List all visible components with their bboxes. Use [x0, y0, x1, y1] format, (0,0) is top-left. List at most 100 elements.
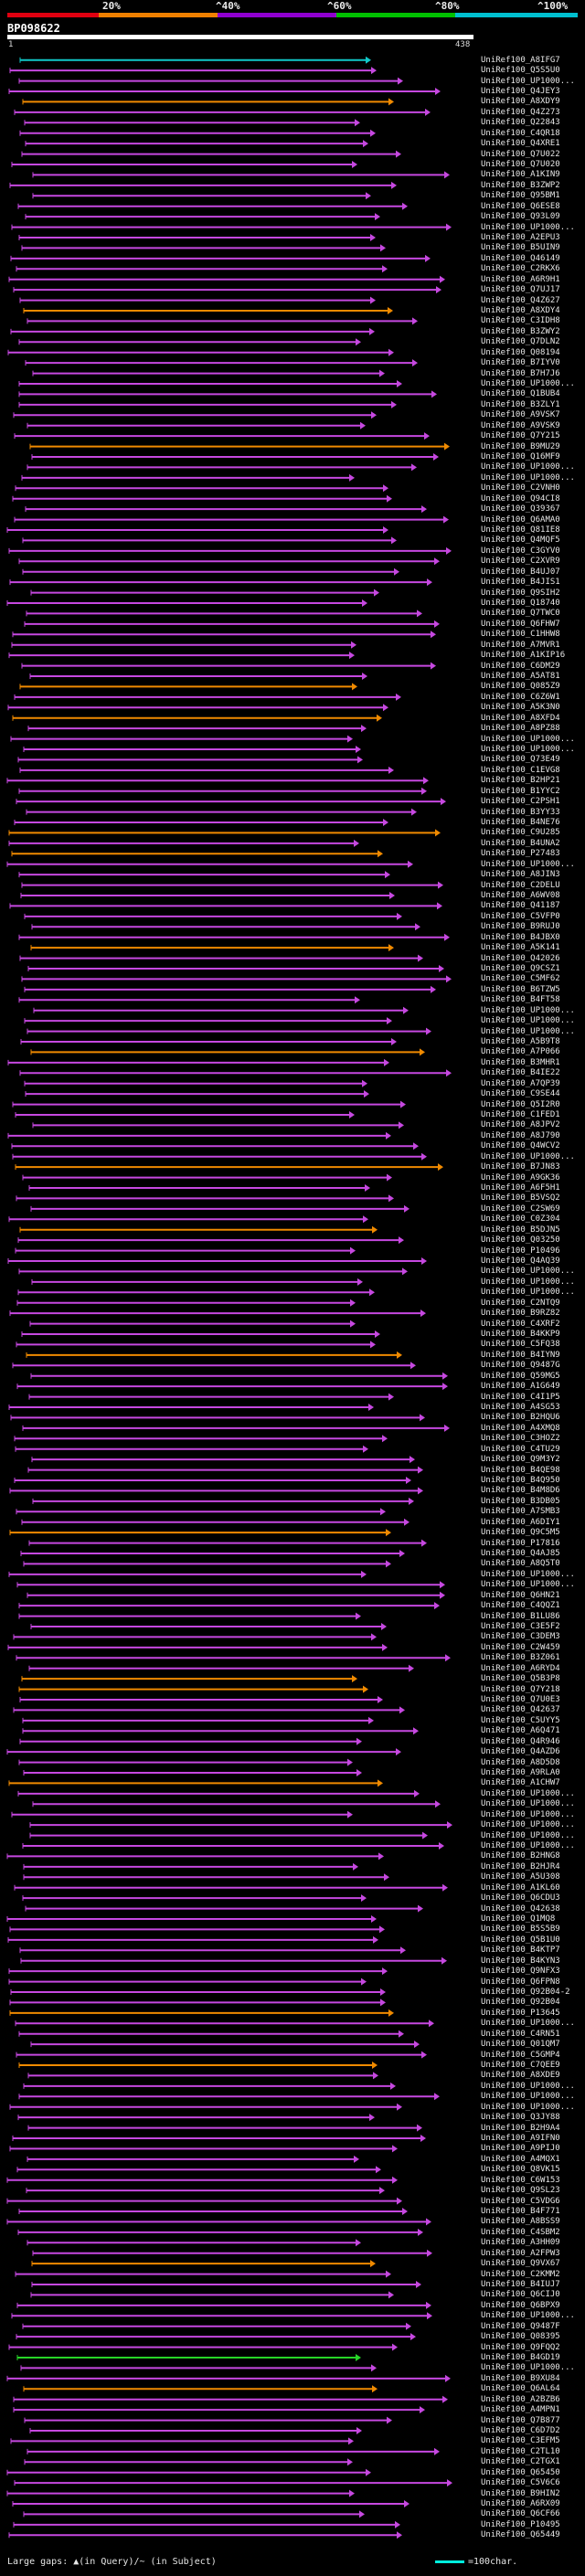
- hit-name-link[interactable]: UniRef100_B4F771: [481, 2207, 560, 2216]
- hit-name-link[interactable]: UniRef100_C4TU29: [481, 1444, 560, 1454]
- hit-name-link[interactable]: UniRef100_A1KL60: [481, 1882, 560, 1892]
- hit-name-link[interactable]: UniRef100_B5DJN5: [481, 1224, 560, 1235]
- hit-name-link[interactable]: UniRef100_Q6AL64: [481, 2384, 560, 2394]
- hit-name-link[interactable]: UniRef100_Q9VX67: [481, 2259, 560, 2269]
- hit-name-link[interactable]: UniRef100_Q08194: [481, 347, 560, 357]
- hit-name-link[interactable]: UniRef100_B4Q950: [481, 1476, 560, 1485]
- hit-name-link[interactable]: UniRef100_A2EPU3: [481, 233, 560, 242]
- hit-name-link[interactable]: UniRef100_B4FT58: [481, 995, 560, 1005]
- hit-name-link[interactable]: UniRef100_Q4Z627: [481, 295, 560, 305]
- hit-name-link[interactable]: UniRef100_UP1000...: [481, 1788, 575, 1798]
- hit-name-link[interactable]: UniRef100_Q42638: [481, 1903, 560, 1913]
- hit-name-link[interactable]: UniRef100_Q7Y218: [481, 1684, 560, 1694]
- hit-name-link[interactable]: UniRef100_C5V6C6: [481, 2478, 560, 2488]
- hit-name-link[interactable]: UniRef100_A4MQX1: [481, 2154, 560, 2164]
- hit-name-link[interactable]: UniRef100_Q4AZD6: [481, 1747, 560, 1757]
- hit-name-link[interactable]: UniRef100_B3Z061: [481, 1653, 560, 1663]
- hit-name-link[interactable]: UniRef100_Q9NFX3: [481, 1966, 560, 1977]
- hit-name-link[interactable]: UniRef100_B9MU29: [481, 441, 560, 451]
- hit-name-link[interactable]: UniRef100_A8JIN3: [481, 870, 560, 880]
- hit-name-link[interactable]: UniRef100_A1G649: [481, 1382, 560, 1392]
- hit-name-link[interactable]: UniRef100_UP1000...: [481, 379, 575, 388]
- hit-name-link[interactable]: UniRef100_B3DB05: [481, 1496, 560, 1506]
- hit-name-link[interactable]: UniRef100_C3E5F2: [481, 1622, 560, 1631]
- hit-name-link[interactable]: UniRef100_Q1MQ8: [481, 1914, 556, 1924]
- hit-name-link[interactable]: UniRef100_Q92B04-2: [481, 1988, 570, 1997]
- hit-name-link[interactable]: UniRef100_UP1000...: [481, 1005, 575, 1015]
- hit-name-link[interactable]: UniRef100_B4IE22: [481, 1068, 560, 1078]
- hit-name-link[interactable]: UniRef100_B9HIN2: [481, 2488, 560, 2498]
- hit-name-link[interactable]: UniRef100_B4UJ07: [481, 567, 560, 577]
- hit-name-link[interactable]: UniRef100_UP1000...: [481, 222, 575, 232]
- hit-name-link[interactable]: UniRef100_C4I1P5: [481, 1392, 560, 1402]
- hit-name-link[interactable]: UniRef100_B4UNA2: [481, 838, 560, 848]
- hit-name-link[interactable]: UniRef100_B7IYV0: [481, 358, 560, 368]
- hit-name-link[interactable]: UniRef100_A9IFN0: [481, 2134, 560, 2143]
- hit-name-link[interactable]: UniRef100_Q42026: [481, 953, 560, 963]
- hit-name-link[interactable]: UniRef100_C3IDH8: [481, 316, 560, 326]
- hit-name-link[interactable]: UniRef100_A8XDE9: [481, 2071, 560, 2081]
- hit-name-link[interactable]: UniRef100_UP1000...: [481, 1026, 575, 1036]
- hit-name-link[interactable]: UniRef100_C5VDG6: [481, 2196, 560, 2206]
- hit-name-link[interactable]: UniRef100_Q4Z273: [481, 107, 560, 117]
- hit-name-link[interactable]: UniRef100_C0Z304: [481, 1214, 560, 1224]
- hit-name-link[interactable]: UniRef100_B2HJR4: [481, 1861, 560, 1871]
- hit-name-link[interactable]: UniRef100_P10495: [481, 2519, 560, 2529]
- hit-name-link[interactable]: UniRef100_UP1000...: [481, 1288, 575, 1298]
- hit-name-link[interactable]: UniRef100_B4NE76: [481, 818, 560, 827]
- hit-name-link[interactable]: UniRef100_Q9CSZ1: [481, 964, 560, 973]
- hit-name-link[interactable]: UniRef100_Q6FHW7: [481, 619, 560, 629]
- hit-name-link[interactable]: UniRef100_Q6CF66: [481, 2509, 560, 2519]
- hit-name-link[interactable]: UniRef100_A4MPN1: [481, 2405, 560, 2415]
- hit-name-link[interactable]: UniRef100_Q4XRE1: [481, 139, 560, 149]
- hit-name-link[interactable]: UniRef100_UP1000...: [481, 734, 575, 744]
- hit-name-link[interactable]: UniRef100_UP1000...: [481, 76, 575, 86]
- hit-name-link[interactable]: UniRef100_C3HOZ2: [481, 1434, 560, 1444]
- hit-name-link[interactable]: UniRef100_C2RKX6: [481, 264, 560, 274]
- hit-name-link[interactable]: UniRef100_B1YYC2: [481, 786, 560, 796]
- hit-name-link[interactable]: UniRef100_UP1000...: [481, 1267, 575, 1277]
- hit-name-link[interactable]: UniRef100_C5FQ38: [481, 1340, 560, 1350]
- hit-name-link[interactable]: UniRef100_Q59MG5: [481, 1371, 560, 1381]
- hit-name-link[interactable]: UniRef100_C9U285: [481, 828, 560, 838]
- hit-name-link[interactable]: UniRef100_Q93L09: [481, 212, 560, 222]
- hit-name-link[interactable]: UniRef100_B4JBX0: [481, 932, 560, 942]
- hit-name-link[interactable]: UniRef100_A8XFD4: [481, 713, 560, 723]
- hit-name-link[interactable]: UniRef100_P17816: [481, 1538, 560, 1548]
- hit-name-link[interactable]: UniRef100_C2TGX1: [481, 2457, 560, 2467]
- hit-name-link[interactable]: UniRef100_B2H9A4: [481, 2123, 560, 2133]
- hit-name-link[interactable]: UniRef100_Q7Y215: [481, 431, 560, 441]
- hit-name-link[interactable]: UniRef100_A8JPV2: [481, 1120, 560, 1130]
- hit-name-link[interactable]: UniRef100_B6TZW5: [481, 984, 560, 994]
- hit-name-link[interactable]: UniRef100_A1KIP16: [481, 651, 566, 661]
- hit-name-link[interactable]: UniRef100_C6W153: [481, 2175, 560, 2185]
- hit-name-link[interactable]: UniRef100_Q9487G: [481, 1361, 560, 1371]
- hit-name-link[interactable]: UniRef100_C4SBM2: [481, 2227, 560, 2237]
- hit-name-link[interactable]: UniRef100_B5VSQ2: [481, 1193, 560, 1203]
- hit-name-link[interactable]: UniRef100_B4IUJ7: [481, 2280, 560, 2289]
- hit-name-link[interactable]: UniRef100_A7SMB3: [481, 1507, 560, 1517]
- hit-name-link[interactable]: UniRef100_B9RZ82: [481, 1309, 560, 1319]
- hit-name-link[interactable]: UniRef100_C5MF62: [481, 974, 560, 984]
- hit-name-link[interactable]: UniRef100_B3ZWP2: [481, 180, 560, 190]
- hit-name-link[interactable]: UniRef100_A7QP39: [481, 1078, 560, 1088]
- hit-name-link[interactable]: UniRef100_C3GYV0: [481, 546, 560, 556]
- hit-name-link[interactable]: UniRef100_A9PIJ0: [481, 2144, 560, 2154]
- hit-name-link[interactable]: UniRef100_Q95BM1: [481, 191, 560, 201]
- hit-name-link[interactable]: UniRef100_UP1000...: [481, 1016, 575, 1026]
- hit-name-link[interactable]: UniRef100_Q6FPN8: [481, 1977, 560, 1987]
- hit-name-link[interactable]: UniRef100_Q9M3Y2: [481, 1455, 560, 1465]
- hit-name-link[interactable]: UniRef100_C3DEM3: [481, 1632, 560, 1642]
- hit-name-link[interactable]: UniRef100_B2HP21: [481, 776, 560, 786]
- hit-name-link[interactable]: UniRef100_UP1000...: [481, 472, 575, 482]
- hit-name-link[interactable]: UniRef100_Q22843: [481, 118, 560, 128]
- hit-name-link[interactable]: UniRef100_C2PSH1: [481, 797, 560, 807]
- hit-name-link[interactable]: UniRef100_C5GMP4: [481, 2050, 560, 2060]
- hit-name-link[interactable]: UniRef100_Q73E49: [481, 755, 560, 765]
- hit-name-link[interactable]: UniRef100_A7P066: [481, 1047, 560, 1057]
- hit-name-link[interactable]: UniRef100_UP1000...: [481, 2081, 575, 2091]
- hit-name-link[interactable]: UniRef100_C6DM29: [481, 661, 560, 671]
- hit-name-link[interactable]: UniRef100_Q01QM7: [481, 2040, 560, 2050]
- hit-name-link[interactable]: UniRef100_Q9487F: [481, 2321, 560, 2331]
- hit-name-link[interactable]: UniRef100_Q8VK15: [481, 2165, 560, 2175]
